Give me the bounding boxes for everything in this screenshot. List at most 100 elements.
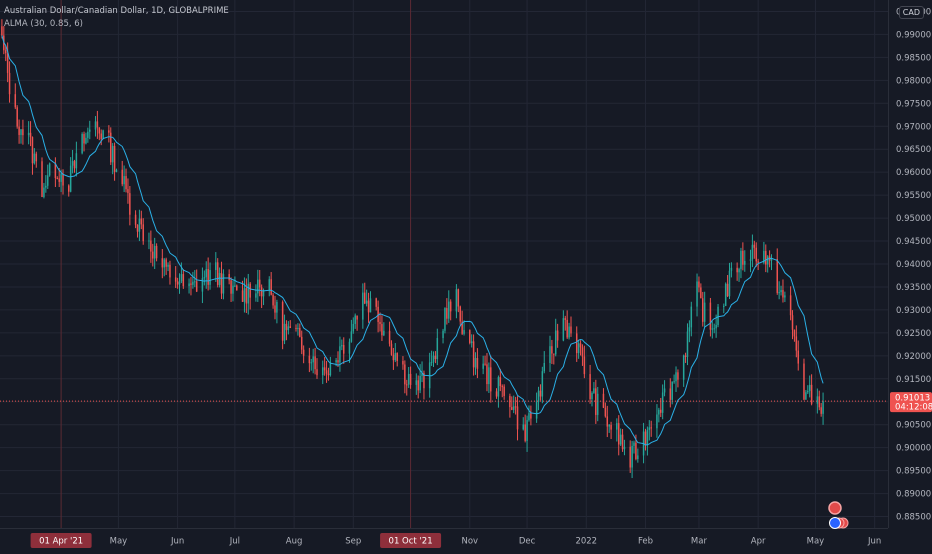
candle-body: [33, 153, 36, 164]
candle-body: [365, 300, 368, 304]
price-tick-label: 0.90500: [896, 421, 931, 431]
candle-body: [436, 338, 439, 360]
currency-button[interactable]: CAD: [898, 6, 924, 19]
candle-body: [35, 153, 38, 162]
candle-body: [463, 330, 465, 334]
candle-body: [390, 343, 393, 355]
candle-body: [633, 442, 635, 446]
candle-body: [268, 279, 271, 291]
time-tick-label: Apr: [751, 537, 766, 547]
candle-body: [192, 281, 194, 285]
time-axis[interactable]: 01 Apr '21 May Jun Jul Aug Sep 01 Oct '21 Nov De…: [0, 528, 932, 550]
candle-body: [169, 264, 171, 278]
candle-body: [394, 353, 397, 361]
symbol-title[interactable]: Australian Dollar/Canadian Dollar, 1D, G…: [4, 6, 229, 16]
candle-body: [302, 349, 305, 356]
candle-body: [763, 250, 765, 263]
candle-body: [751, 244, 754, 260]
candle-body: [287, 326, 290, 331]
candle-body: [442, 330, 444, 339]
candle-body: [430, 361, 433, 363]
candle-body: [459, 306, 461, 322]
time-tick-label: 01 Apr '21: [39, 537, 83, 547]
event-icon[interactable]: [828, 501, 842, 515]
indicator-label[interactable]: ALMA (30, 0.85, 6): [4, 19, 83, 29]
time-tick-label: Mar: [691, 537, 708, 547]
candle-body: [715, 324, 717, 329]
candle-body: [381, 324, 383, 336]
time-tick-label: Feb: [638, 537, 653, 547]
candle-body: [153, 245, 156, 259]
candle-body: [255, 293, 257, 298]
candle-body: [524, 424, 526, 441]
candle-body: [596, 393, 599, 415]
candle-body: [686, 331, 689, 357]
candle-body: [793, 329, 796, 337]
time-tick-label: 2022: [575, 537, 597, 547]
candle-body: [818, 396, 821, 408]
candle-body: [461, 321, 463, 334]
candle-body: [564, 318, 567, 320]
candle-body: [54, 163, 57, 178]
candle-body: [230, 280, 232, 294]
candle-body: [472, 341, 475, 368]
candle-body: [152, 251, 154, 259]
price-tick-label: 0.94000: [896, 260, 931, 270]
candle-body: [514, 406, 517, 408]
candle-body: [308, 355, 311, 364]
price-tick-label: 0.92500: [896, 329, 931, 339]
candle-body: [180, 274, 183, 282]
price-tick-label: 0.98000: [896, 76, 931, 86]
candle-body: [194, 281, 196, 283]
candle-body: [245, 288, 248, 304]
candle-body: [795, 336, 798, 351]
price-tick-label: 0.93000: [896, 306, 931, 316]
candle-body: [583, 356, 586, 375]
candle-body: [178, 281, 181, 285]
candle-body: [247, 283, 250, 304]
candle-body: [635, 442, 637, 460]
candle-body: [45, 185, 47, 188]
candle-body: [684, 355, 687, 357]
candle-body: [22, 129, 24, 136]
candle-body: [423, 373, 425, 389]
candle-body: [717, 306, 719, 325]
candle-body: [329, 362, 332, 376]
price-tick-label: 0.89500: [896, 467, 931, 477]
candle-body: [499, 377, 502, 387]
candle-body: [6, 53, 9, 73]
candle-body: [299, 327, 301, 337]
candle-body: [115, 169, 118, 172]
candle-body: [352, 323, 355, 332]
candle-body: [142, 224, 144, 242]
flag-event-icon[interactable]: [829, 517, 841, 529]
candle-body: [316, 369, 318, 376]
candle-body: [205, 268, 207, 278]
candle-body: [388, 330, 391, 344]
candle-body: [321, 367, 324, 376]
candle-body: [110, 132, 112, 163]
candle-body: [822, 401, 824, 414]
candle-body: [469, 330, 471, 343]
candle-body: [490, 367, 492, 392]
candle-body: [730, 267, 733, 271]
current-price-value: 0.91013: [895, 394, 930, 404]
candle-body: [755, 247, 757, 262]
candle-body: [659, 409, 662, 413]
candle-body: [723, 305, 725, 307]
candle-body: [323, 367, 326, 371]
candle-body: [190, 283, 192, 285]
price-axis[interactable]: 0.995000.990000.985000.980000.975000.970…: [888, 0, 932, 550]
candle-body: [369, 298, 372, 313]
candle-body: [415, 380, 418, 385]
candle-body: [257, 279, 259, 294]
candle-body: [234, 285, 236, 287]
candle-body: [87, 131, 89, 138]
candle-body: [314, 356, 316, 370]
candle-body: [48, 163, 51, 176]
candle-body: [89, 129, 91, 132]
candle-body: [537, 390, 540, 402]
candle-body: [46, 175, 49, 186]
